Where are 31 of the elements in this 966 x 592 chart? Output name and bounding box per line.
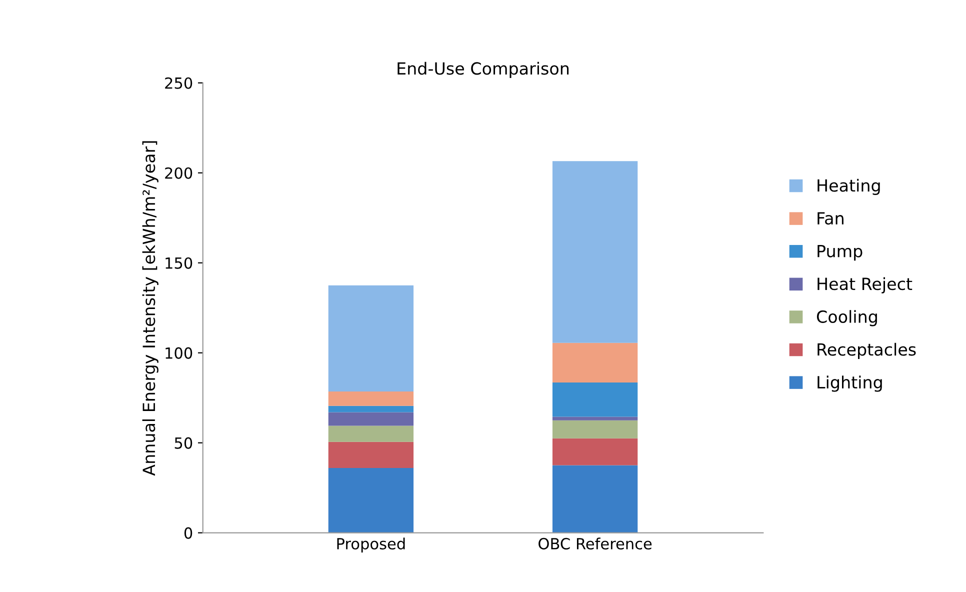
bar	[552, 465, 638, 533]
bar	[328, 392, 414, 406]
chart-title: End-Use Comparison	[398, 62, 569, 78]
y-tick-label: 100	[166, 347, 192, 359]
y-tick-label: 50	[174, 437, 192, 449]
bar	[552, 420, 638, 438]
bar	[328, 412, 414, 426]
legend-label: Receptacles	[818, 342, 916, 360]
legend-label: Heat Reject	[818, 277, 912, 294]
bar	[328, 285, 414, 392]
bar	[552, 382, 638, 417]
y-tick-label: 150	[166, 257, 192, 269]
legend-label: Cooling	[816, 310, 877, 326]
legend-label: Fan	[818, 212, 844, 225]
bar	[552, 161, 638, 343]
bar	[328, 442, 414, 468]
y-tick-label: 250	[165, 77, 192, 89]
y-tick-label: 0	[184, 527, 192, 539]
y-axis-title: Annual Energy Intensity [ekWh/m²/year]	[142, 141, 158, 476]
bar	[328, 426, 414, 442]
x-tick-label: OBC Reference	[538, 538, 652, 550]
bar	[552, 416, 638, 420]
legend-label: Heating	[818, 178, 880, 196]
legend-label: Pump	[818, 244, 862, 261]
bar	[552, 342, 638, 383]
bar	[328, 468, 414, 533]
y-tick-label: 200	[165, 167, 192, 179]
bar	[328, 406, 414, 412]
bar	[552, 438, 638, 466]
legend-label: Lighting	[818, 376, 882, 392]
x-tick-label: Proposed	[337, 538, 405, 552]
